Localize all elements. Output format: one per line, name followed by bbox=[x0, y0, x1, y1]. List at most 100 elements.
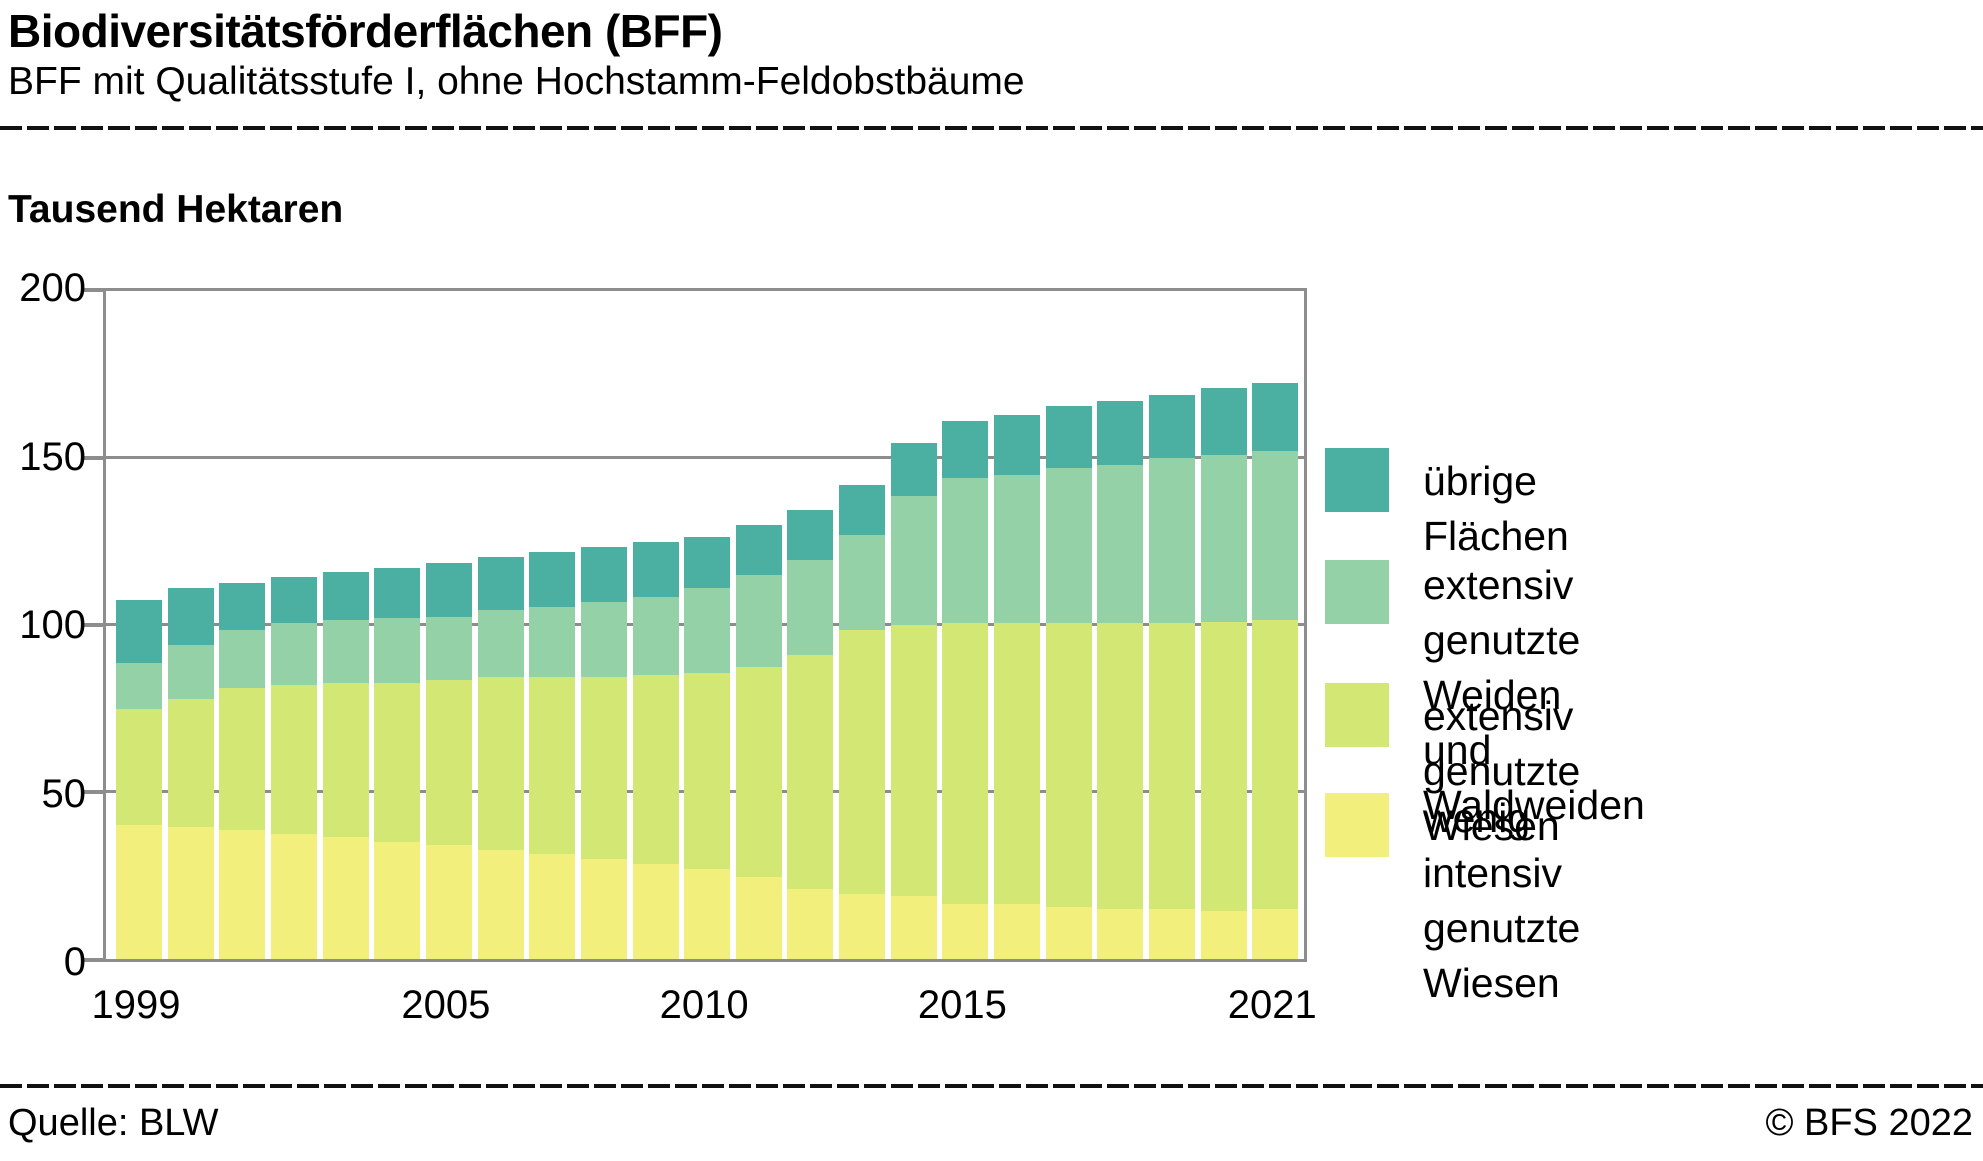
bar-segment-2015 bbox=[942, 421, 989, 479]
bar-2010 bbox=[684, 536, 731, 959]
y-axis-label-150: 150 bbox=[19, 434, 86, 479]
bar-segment-2009 bbox=[632, 863, 679, 959]
x-axis-label-2005: 2005 bbox=[401, 983, 491, 1027]
bar-segment-2017 bbox=[1045, 623, 1092, 908]
bar-2016 bbox=[994, 414, 1041, 959]
bar-segment-2008 bbox=[580, 858, 627, 959]
bar-2020 bbox=[1200, 387, 1247, 959]
bar-segment-2010 bbox=[684, 588, 731, 674]
source-note: Quelle: BLW bbox=[8, 1102, 219, 1144]
y-axis-label-200: 200 bbox=[19, 266, 86, 310]
bar-segment-2019 bbox=[1149, 623, 1195, 909]
bar-segment-2015 bbox=[942, 478, 989, 624]
bar-segment-2012 bbox=[787, 509, 834, 560]
bar-segment-2010 bbox=[684, 673, 731, 869]
bar-2005 bbox=[425, 563, 472, 959]
y-axis-tick-100 bbox=[83, 623, 103, 627]
bar-segment-2003 bbox=[322, 837, 369, 959]
legend-swatch-3 bbox=[1325, 683, 1389, 747]
bar-segment-2018 bbox=[1097, 908, 1144, 959]
bar-segment-2017 bbox=[1045, 907, 1092, 959]
bar-segment-2021 bbox=[1252, 908, 1299, 959]
legend-label-1: übrige Flächen bbox=[1423, 458, 1569, 559]
bar-segment-2000 bbox=[167, 588, 214, 646]
bar-segment-2006 bbox=[477, 850, 524, 959]
bar-2011 bbox=[735, 524, 782, 959]
x-axis-label-2010: 2010 bbox=[659, 983, 749, 1027]
bar-segment-2017 bbox=[1045, 406, 1092, 469]
bar-segment-2003 bbox=[322, 683, 369, 838]
bar-2012 bbox=[787, 509, 834, 959]
bar-segment-2012 bbox=[787, 888, 834, 959]
bar-2003 bbox=[322, 571, 369, 959]
bar-segment-2006 bbox=[477, 556, 524, 610]
bar-segment-2019 bbox=[1149, 908, 1195, 959]
page-title: Biodiversitätsförderflächen (BFF) bbox=[8, 5, 723, 57]
bar-segment-2011 bbox=[735, 666, 782, 878]
bar-segment-2008 bbox=[580, 546, 627, 602]
bar-segment-2016 bbox=[994, 903, 1041, 959]
bar-segment-2009 bbox=[632, 596, 679, 676]
bar-segment-2004 bbox=[374, 568, 421, 619]
bar-segment-2005 bbox=[425, 563, 472, 617]
bar-segment-2007 bbox=[529, 676, 576, 854]
bar-segment-2009 bbox=[632, 541, 679, 597]
bar-segment-2000 bbox=[167, 827, 214, 959]
x-axis-label-2021: 2021 bbox=[1227, 983, 1317, 1027]
bar-segment-2005 bbox=[425, 616, 472, 681]
bar-segment-2008 bbox=[580, 676, 627, 859]
bar-segment-2020 bbox=[1200, 387, 1247, 455]
bar-2021 bbox=[1252, 382, 1299, 959]
bar-segment-2004 bbox=[374, 618, 421, 684]
header-separator-rule bbox=[0, 126, 1983, 130]
bar-segment-2001 bbox=[219, 583, 266, 631]
bar-2001 bbox=[219, 583, 266, 959]
bar-segment-2014 bbox=[890, 895, 937, 959]
bar-segment-2007 bbox=[529, 606, 576, 677]
bar-segment-2013 bbox=[839, 893, 886, 959]
bar-segment-1999 bbox=[116, 825, 162, 959]
bar-segment-1999 bbox=[116, 599, 162, 664]
bar-segment-1999 bbox=[116, 663, 162, 709]
bar-segment-2000 bbox=[167, 698, 214, 828]
bar-segment-2014 bbox=[890, 496, 937, 626]
bar-segment-2018 bbox=[1097, 464, 1144, 624]
bar-segment-2015 bbox=[942, 903, 989, 959]
bar-segment-2011 bbox=[735, 877, 782, 959]
bar-segment-2001 bbox=[219, 688, 266, 831]
bar-segment-2013 bbox=[839, 630, 886, 894]
y-axis-label-0: 0 bbox=[63, 940, 86, 984]
bar-2000 bbox=[167, 588, 214, 959]
bar-segment-2011 bbox=[735, 524, 782, 575]
bar-segment-2012 bbox=[787, 655, 834, 889]
bar-segment-2001 bbox=[219, 630, 266, 689]
gridline-150 bbox=[106, 456, 1304, 459]
bar-segment-2002 bbox=[270, 623, 317, 686]
bar-segment-2005 bbox=[425, 680, 472, 846]
bar-segment-2016 bbox=[994, 414, 1041, 475]
bar-segment-2016 bbox=[994, 623, 1041, 904]
y-axis-label-50: 50 bbox=[41, 771, 87, 816]
bar-segment-2004 bbox=[374, 683, 421, 843]
footer-separator-rule bbox=[0, 1084, 1983, 1088]
y-axis-tick-50 bbox=[83, 790, 103, 794]
bar-2018 bbox=[1097, 401, 1144, 959]
bar-segment-2014 bbox=[890, 443, 937, 497]
copyright-note: © BFS 2022 bbox=[1765, 1102, 1973, 1144]
x-axis-label-1999: 1999 bbox=[91, 983, 181, 1027]
bar-segment-2019 bbox=[1149, 458, 1195, 624]
bar-2013 bbox=[839, 484, 886, 959]
y-axis-label-100: 100 bbox=[19, 603, 86, 647]
bar-segment-2006 bbox=[477, 676, 524, 851]
bar-segment-2010 bbox=[684, 868, 731, 959]
bar-2015 bbox=[942, 421, 989, 959]
bar-segment-2014 bbox=[890, 625, 937, 896]
bar-2007 bbox=[529, 551, 576, 959]
bar-2004 bbox=[374, 568, 421, 959]
x-axis-label-2015: 2015 bbox=[917, 983, 1007, 1027]
bar-segment-2003 bbox=[322, 620, 369, 684]
bar-segment-2017 bbox=[1045, 468, 1092, 624]
legend-swatch-1 bbox=[1325, 448, 1389, 512]
y-axis-tick-0 bbox=[83, 958, 103, 962]
bar-segment-2020 bbox=[1200, 621, 1247, 911]
